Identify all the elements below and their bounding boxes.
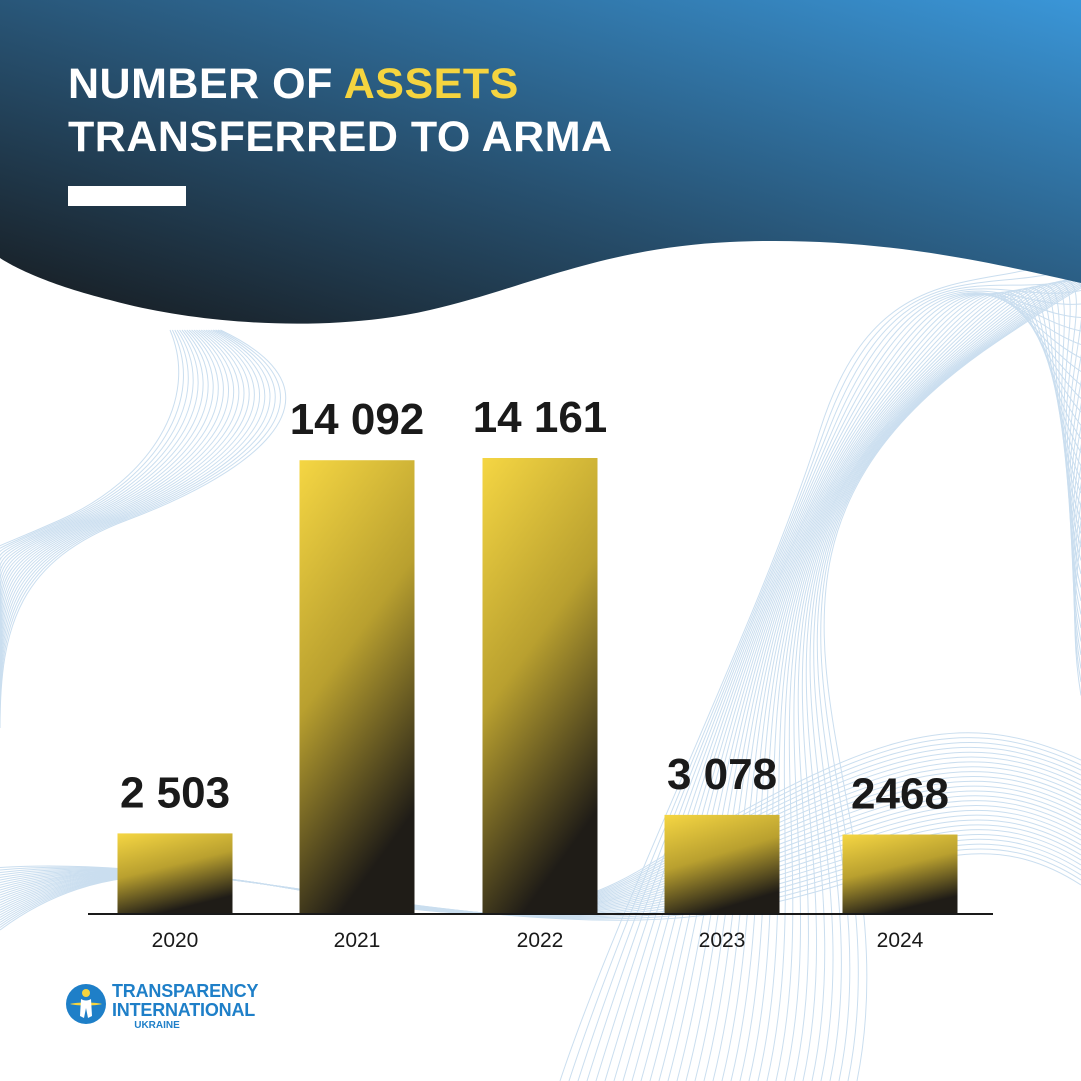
logo-line3: UKRAINE: [134, 1020, 180, 1031]
logo-text: TRANSPARENCY INTERNATIONAL UKRAINE: [112, 981, 259, 1032]
title-part1: NUMBER OF: [68, 60, 344, 108]
bars-group: [117, 458, 958, 914]
value-label-2020: 2 503: [120, 768, 230, 817]
title-underline-bar: [68, 186, 186, 206]
x-tick-label-2022: 2022: [517, 929, 564, 952]
title-highlight: ASSETS: [343, 60, 519, 108]
value-label-2021: 14 092: [290, 395, 425, 444]
value-label-2022: 14 161: [473, 393, 608, 442]
logo-line1: TRANSPARENCY: [112, 981, 259, 1001]
header-wave: [0, 0, 1081, 324]
title-line2: TRANSFERRED TO ARMA: [68, 113, 613, 161]
x-tick-label-2024: 2024: [877, 929, 924, 952]
x-tick-label-2023: 2023: [699, 929, 746, 952]
globe-figure-icon: [66, 984, 106, 1024]
bar-2022: [482, 458, 598, 914]
x-tick-label-2020: 2020: [152, 929, 199, 952]
transparency-international-logo: TRANSPARENCY INTERNATIONAL UKRAINE: [64, 981, 264, 1032]
x-tick-labels: 2020 2021 2022 2023 2024: [152, 929, 924, 952]
bar-2020: [117, 833, 233, 914]
x-tick-label-2021: 2021: [334, 929, 381, 952]
chart-title: NUMBER OF ASSETS TRANSFERRED TO ARMA: [68, 58, 613, 164]
logo-line2: INTERNATIONAL: [112, 1000, 256, 1020]
bar-2024: [842, 834, 958, 914]
bar-2023: [664, 814, 780, 914]
bar-2021: [299, 460, 415, 914]
value-label-2023: 3 078: [667, 750, 777, 799]
value-label-2024: 2468: [851, 770, 949, 819]
value-labels: 2 503 14 092 14 161 3 078 2468: [120, 393, 949, 819]
